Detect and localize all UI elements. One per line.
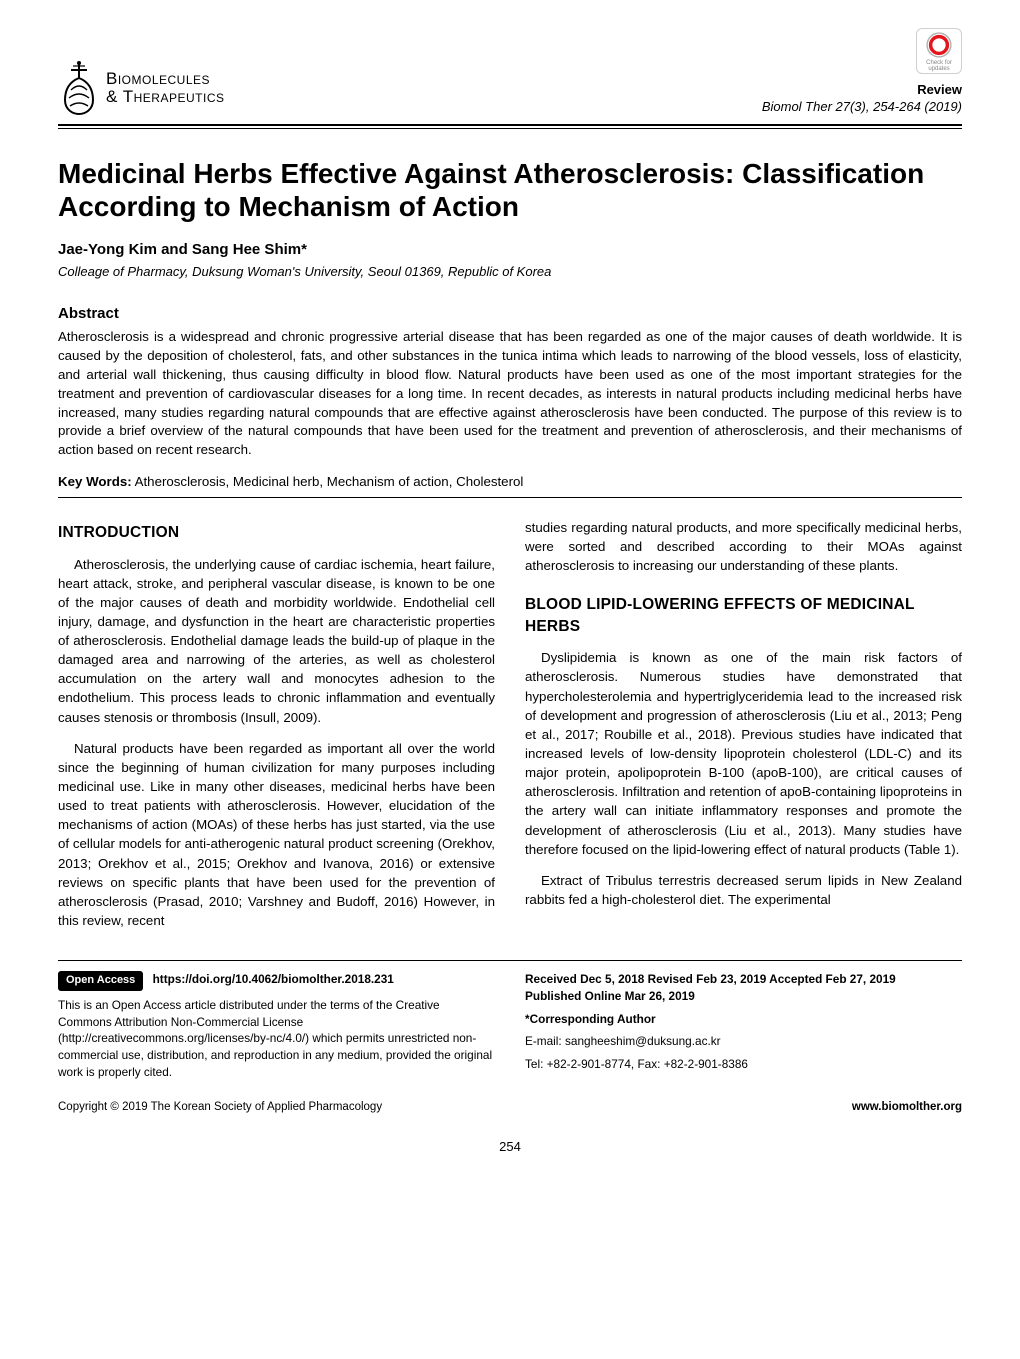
review-label: Review xyxy=(762,81,962,99)
copyright: Copyright © 2019 The Korean Society of A… xyxy=(58,1101,382,1113)
journal-logo: Biomolecules & Therapeutics xyxy=(58,60,225,116)
journal-meta: Review Biomol Ther 27(3), 254-264 (2019) xyxy=(762,81,962,116)
section-heading-blood-lipid: BLOOD LIPID-LOWERING EFFECTS OF MEDICINA… xyxy=(525,594,962,639)
abstract-heading: Abstract xyxy=(58,305,962,322)
lipid-p1: Dyslipidemia is known as one of the main… xyxy=(525,648,962,859)
page-number: 254 xyxy=(58,1139,962,1154)
footer-columns: Open Access https://doi.org/10.4062/biom… xyxy=(58,971,962,1086)
footer-rule xyxy=(58,960,962,961)
right-column: studies regarding natural products, and … xyxy=(525,518,962,942)
left-column: INTRODUCTION Atherosclerosis, the underl… xyxy=(58,518,495,942)
doi-link[interactable]: https://doi.org/10.4062/biomolther.2018.… xyxy=(153,972,394,986)
section-heading-introduction: INTRODUCTION xyxy=(58,522,495,544)
crossmark-icon xyxy=(925,31,953,59)
abstract-body: Atherosclerosis is a widespread and chro… xyxy=(58,328,962,460)
crossmark-badge[interactable]: Check forupdates xyxy=(916,28,962,74)
journal-citation: Biomol Ther 27(3), 254-264 (2019) xyxy=(762,98,962,116)
dates-line: Received Dec 5, 2018 Revised Feb 23, 201… xyxy=(525,972,896,986)
keywords: Key Words: Atherosclerosis, Medicinal he… xyxy=(58,474,962,489)
corresponding-tel: Tel: +82-2-901-8774, Fax: +82-2-901-8386 xyxy=(525,1056,962,1073)
journal-logo-icon xyxy=(58,60,100,116)
header-rule-thick xyxy=(58,124,962,126)
journal-logo-text: Biomolecules & Therapeutics xyxy=(106,70,225,106)
published-line: Published Online Mar 26, 2019 xyxy=(525,989,695,1003)
affiliation: Colleage of Pharmacy, Duksung Woman's Un… xyxy=(58,264,962,279)
page: Check forupdates Biomolecules & Therapeu… xyxy=(0,0,1020,1184)
article-title: Medicinal Herbs Effective Against Athero… xyxy=(58,157,962,223)
bottom-row: Copyright © 2019 The Korean Society of A… xyxy=(58,1101,962,1113)
lipid-p2: Extract of Tribulus terrestris decreased… xyxy=(525,871,962,909)
keywords-label: Key Words: xyxy=(58,474,132,489)
intro-p1: Atherosclerosis, the underlying cause of… xyxy=(58,555,495,727)
license-text: This is an Open Access article distribut… xyxy=(58,997,495,1081)
corresponding-email: E-mail: sangheeshim@duksung.ac.kr xyxy=(525,1033,962,1050)
header-rule-thin xyxy=(58,128,962,129)
journal-site[interactable]: www.biomolther.org xyxy=(852,1101,962,1113)
midline-rule xyxy=(58,497,962,498)
header-row: Biomolecules & Therapeutics Review Biomo… xyxy=(58,60,962,116)
corresponding-author-label: *Corresponding Author xyxy=(525,1011,962,1028)
open-access-badge: Open Access xyxy=(58,971,143,991)
crossmark-label: Check forupdates xyxy=(926,60,952,72)
keywords-value: Atherosclerosis, Medicinal herb, Mechani… xyxy=(135,474,524,489)
footer-left: Open Access https://doi.org/10.4062/biom… xyxy=(58,971,495,1086)
footer-right: Received Dec 5, 2018 Revised Feb 23, 201… xyxy=(525,971,962,1086)
two-column-body: INTRODUCTION Atherosclerosis, the underl… xyxy=(58,518,962,942)
intro-p2: Natural products have been regarded as i… xyxy=(58,739,495,930)
intro-continuation: studies regarding natural products, and … xyxy=(525,518,962,575)
authors: Jae-Yong Kim and Sang Hee Shim* xyxy=(58,241,962,258)
